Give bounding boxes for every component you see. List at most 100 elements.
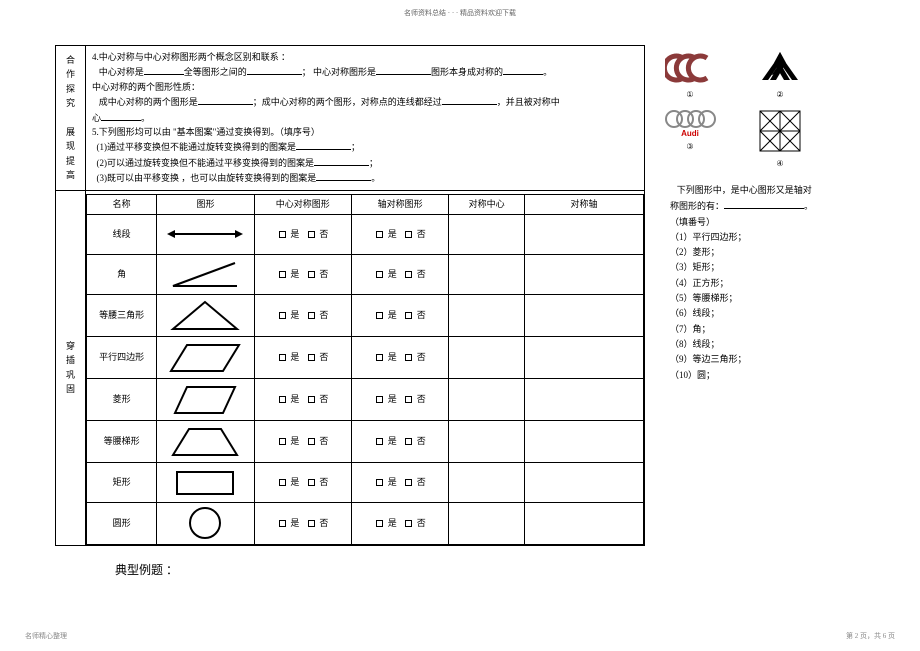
rt-hint: （填番号） [670,217,715,227]
cell-axis [524,502,643,544]
cell-axis [524,294,643,336]
cell-axis-sym: 是 否 [351,502,448,544]
list-item: （3）矩形； [670,260,865,275]
q5-l3: (2)可以通过旋转变换但不能通过平移变换得到的图案是 [97,158,315,168]
cell-center [449,214,525,254]
cell-axis-sym: 是 否 [351,378,448,420]
cell-name: 圆形 [87,502,157,544]
blank [314,155,369,166]
cell-center [449,294,525,336]
mitsubishi-icon [760,50,800,85]
table-row: 矩形 是 否 是 否 [87,462,644,502]
logo-audi: Audi ③ [660,109,720,168]
cell-center-sym: 是 否 [254,214,351,254]
cell-center-sym: 是 否 [254,378,351,420]
q5-l3b: ； [369,158,378,168]
cell-name: 线段 [87,214,157,254]
page-footer: 名师精心整理 第 2 页，共 6 页 [25,631,895,641]
cell-axis-sym: 是 否 [351,254,448,294]
blank [101,110,141,121]
th-name: 名称 [87,194,157,214]
cell-shape [157,378,254,420]
cell-center [449,336,525,378]
logo-caption-3: ③ [660,142,720,151]
cell-axis-sym: 是 否 [351,294,448,336]
cell-axis [524,378,643,420]
list-item: （6）线段； [670,306,865,321]
cell-center [449,420,525,462]
rt-intro-b: 称图形的有： [670,201,724,211]
list-item: （5）等腰梯形； [670,291,865,306]
cell-center-sym: 是 否 [254,254,351,294]
cell-shape [157,336,254,378]
logo-pattern: ④ [750,109,810,168]
cell-center [449,254,525,294]
list-item: （9）等边三角形； [670,352,865,367]
pattern-icon [758,109,803,154]
logo-caption-2: ② [750,90,810,99]
q4-l4a: 成中心对称的两个图形是 [99,97,198,107]
cell-center-sym: 是 否 [254,502,351,544]
blank [316,170,371,181]
cell-center [449,378,525,420]
cell-name: 等腰梯形 [87,420,157,462]
q5-l4: (3)既可以由平移变换 ，也可以由旋转变换得到的图案是 [97,173,317,183]
table-row: 等腰梯形 是 否 是 否 [87,420,644,462]
shapes-table: 名称 图形 中心对称图形 轴对称图形 对称中心 对称轴 线段 是 否 是 否 角… [86,194,644,545]
blank [724,198,804,209]
q4-suffix: ： [281,52,290,62]
blank [296,139,351,150]
cell-center-sym: 是 否 [254,462,351,502]
th-shape: 图形 [157,194,254,214]
logo-ccc: ① [660,50,720,99]
cell-axis-sym: 是 否 [351,462,448,502]
main-content: 合作探究展现提高 4.中心对称与中心对称图形两个概念区别和联系 ： 中心对称是全… [55,45,865,578]
q4-l2c: ； 中心对称图形是 [302,67,376,77]
q5-l2b: ； [351,142,360,152]
cell-name: 等腰三角形 [87,294,157,336]
cell-axis-sym: 是 否 [351,336,448,378]
q4-l2b: 全等图形之间的 [184,67,247,77]
cell-shape [157,420,254,462]
th-center-sym: 中心对称图形 [254,194,351,214]
cell-axis [524,336,643,378]
cell-name: 菱形 [87,378,157,420]
logo-mitsubishi: ② [750,50,810,99]
section-coop-label: 合作探究展现提高 [56,46,86,191]
blank [247,64,302,75]
blank [144,64,184,75]
cell-axis [524,214,643,254]
q5-l1: 5.下列图形均可以由 "基本图案"通过变换得到。（填序号） [92,127,320,137]
q4-l4b: ；成中心对称的两个图形，对称点的连线都经过 [253,97,442,107]
logo-caption-4: ④ [750,159,810,168]
blank [442,94,497,105]
audi-icon: Audi [663,109,718,137]
footer-right: 第 2 页，共 6 页 [846,631,895,641]
shapes-table-cell: 名称 图形 中心对称图形 轴对称图形 对称中心 对称轴 线段 是 否 是 否 角… [86,190,645,545]
table-header-row: 名称 图形 中心对称图形 轴对称图形 对称中心 对称轴 [87,194,644,214]
right-column: ① ② Audi ③ ④ 下列图形中，是中心图形又是轴对 称图形的有：。 （填番… [660,45,865,578]
list-item: （1）平行四边形； [670,230,865,245]
q4-l3: 中心对称的两个图形性质： [92,82,200,92]
cell-axis-sym: 是 否 [351,214,448,254]
left-column: 合作探究展现提高 4.中心对称与中心对称图形两个概念区别和联系 ： 中心对称是全… [55,45,645,578]
svg-text:Audi: Audi [681,129,699,137]
table-row: 圆形 是 否 是 否 [87,502,644,544]
cell-shape [157,462,254,502]
cell-center [449,462,525,502]
table-row: 平行四边形 是 否 是 否 [87,336,644,378]
cell-name: 角 [87,254,157,294]
right-question: 下列图形中，是中心图形又是轴对 称图形的有：。 （填番号） （1）平行四边形；（… [660,183,865,383]
list-item: （2）菱形； [670,245,865,260]
example-title: 典型例题 ： [115,561,645,578]
list-item: （4）正方形； [670,276,865,291]
cell-shape [157,294,254,336]
cell-shape [157,214,254,254]
table-row: 菱形 是 否 是 否 [87,378,644,420]
list-item: （7）角； [670,322,865,337]
footer-left: 名师精心整理 [25,631,67,641]
section-practice-label: 穿插巩固 [56,190,86,545]
q4-l5: 心 [92,113,101,123]
outer-table: 合作探究展现提高 4.中心对称与中心对称图形两个概念区别和联系 ： 中心对称是全… [55,45,645,546]
cell-axis [524,420,643,462]
